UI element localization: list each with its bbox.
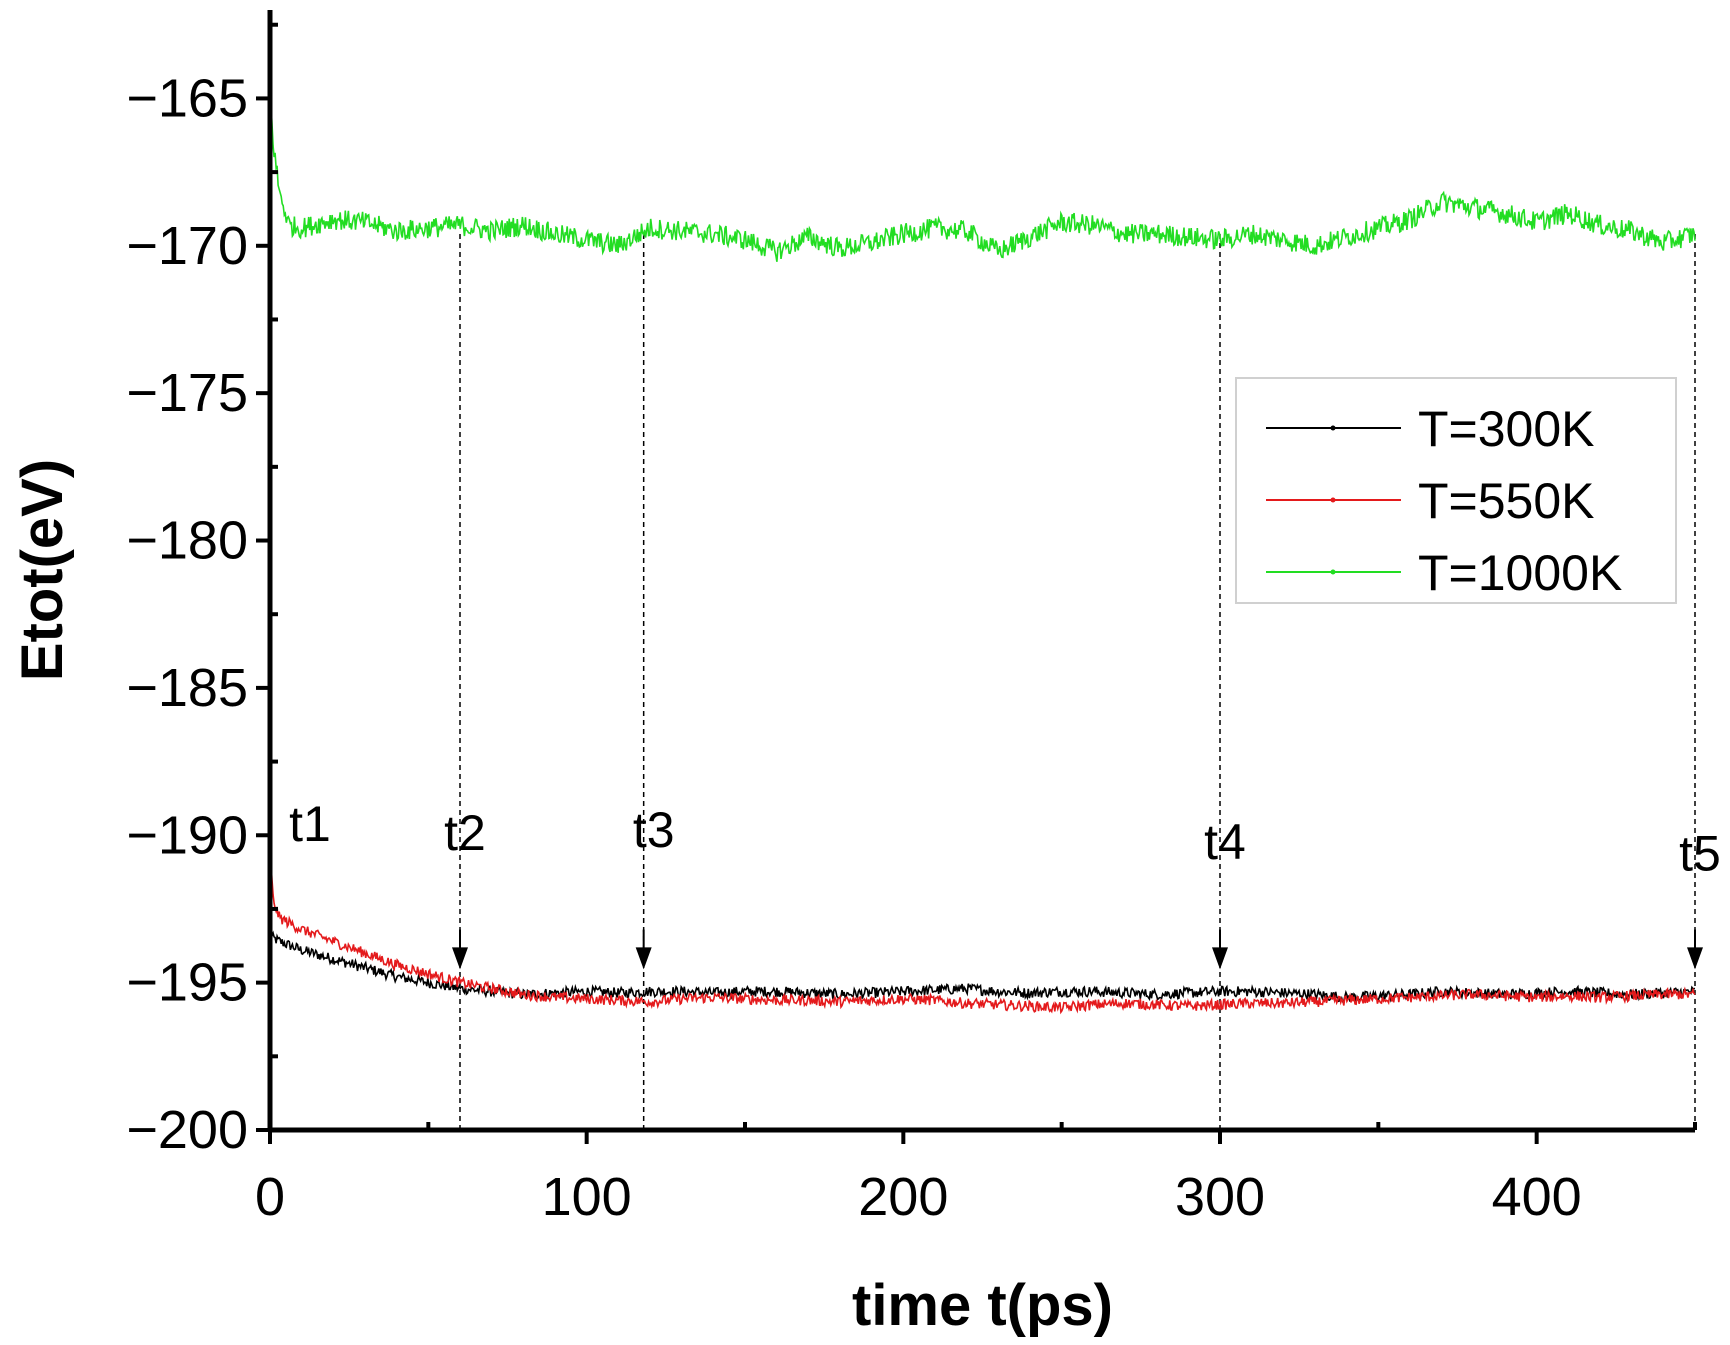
series-line-t-550k [269, 852, 1696, 1015]
series-line-t-1000k [269, 89, 1696, 262]
annotation-label-t2: t2 [444, 805, 486, 861]
axes-layer: 0 100 200 300 400 −200 −195 −190 −185 −180 −175 −17… [126, 10, 1697, 1227]
annotation-arrowhead-t4 [1212, 947, 1228, 970]
y-tick-label: −175 [126, 363, 248, 423]
annotation-label-t5: t5 [1679, 826, 1721, 882]
y-tick-label: −195 [126, 953, 248, 1013]
annotation-layer: t1 t2 t3 t4 t5 [289, 796, 1721, 970]
legend-box [1235, 377, 1677, 604]
legend-marker-1 [1330, 497, 1336, 503]
annotation-label-t4: t4 [1204, 814, 1246, 870]
x-tick-label: 200 [858, 1167, 948, 1227]
y-tick-label: −190 [126, 805, 248, 865]
legend-label: T=300K [1418, 401, 1595, 457]
x-tick-label: 400 [1492, 1167, 1582, 1227]
series-line-t-300k [269, 930, 1696, 1005]
legend: T=300K T=550K T=1000K [1235, 377, 1677, 604]
legend-label: T=1000K [1418, 545, 1622, 601]
annotation-arrowhead-t2 [452, 947, 468, 970]
annotation-arrowhead-t5 [1687, 947, 1703, 970]
legend-marker-0 [1330, 425, 1336, 431]
y-axis-title: Etot(eV) [10, 459, 75, 681]
annotation-arrowhead-t3 [635, 947, 652, 970]
y-tick-label: −180 [126, 511, 248, 571]
y-tick-label: −170 [126, 216, 248, 276]
x-tick-label: 0 [255, 1167, 285, 1227]
y-tick-label: −185 [126, 658, 248, 718]
annotation-label-t3: t3 [633, 802, 675, 858]
legend-marker-2 [1330, 569, 1336, 575]
x-tick-label: 100 [542, 1167, 632, 1227]
y-tick-label: −200 [126, 1100, 248, 1160]
series-layer [269, 89, 1696, 1015]
x-tick-label: 300 [1175, 1167, 1265, 1227]
x-axis-title: time t(ps) [852, 1273, 1113, 1338]
legend-label: T=550K [1418, 473, 1595, 529]
annotation-label-t1: t1 [289, 796, 331, 852]
y-tick-label: −165 [126, 68, 248, 128]
